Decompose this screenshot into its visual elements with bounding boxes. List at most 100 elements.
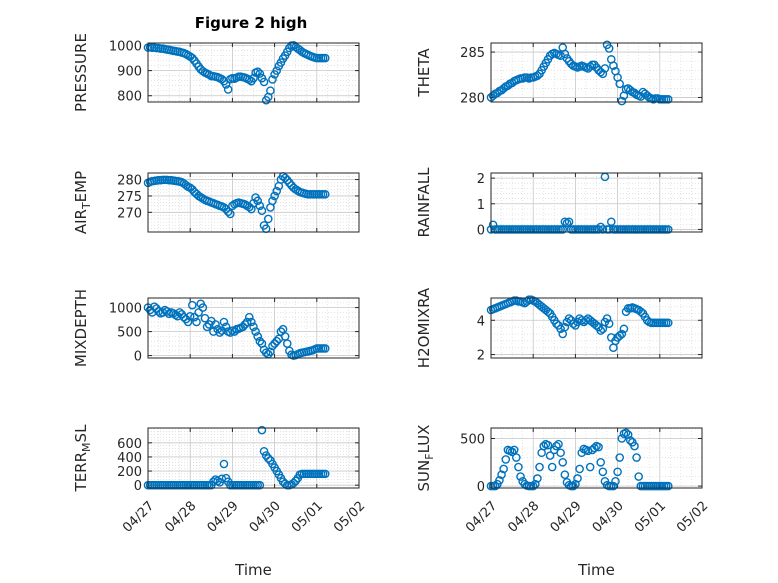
- panel-3-data-point: [181, 180, 191, 190]
- panel-5-data-point: [150, 302, 159, 311]
- panel-7-data-point: [320, 469, 330, 479]
- panel-2-data-point: [560, 49, 570, 59]
- panel-8-data-point: [554, 439, 563, 449]
- panel-1-data-point: [221, 80, 231, 89]
- panel-8-data-point: [556, 448, 565, 458]
- panel-3-y-tick-label: 270: [117, 206, 142, 221]
- panel-8-data-point: [663, 481, 673, 491]
- panel-3-data-point: [188, 185, 197, 194]
- panel-4-y-tick-label: 2: [477, 172, 485, 187]
- panel-2-data-point: [600, 64, 610, 73]
- panel-3-data-point: [268, 196, 277, 206]
- panel-8-data-point: [611, 477, 620, 486]
- panel-8-data-point: [615, 453, 625, 462]
- panel-5-data-point: [249, 322, 258, 332]
- panel-3-data-point: [255, 201, 265, 211]
- panel-8-data-point: [590, 443, 599, 453]
- panel-6-data-point: [543, 307, 553, 317]
- panel-8-data-point: [490, 481, 500, 491]
- panel-5-data-point: [253, 332, 263, 341]
- panel-6-data-point: [592, 321, 601, 330]
- panel-5-data-point: [194, 308, 203, 317]
- panel-4-data-point: [594, 225, 603, 234]
- panel-8-x-tick-label: 04/28: [505, 499, 542, 536]
- panel-7-data-point: [280, 479, 290, 489]
- panel-2-data-point: [636, 92, 646, 101]
- panel-5-y-axis-label: MIXDEPTH: [72, 289, 90, 367]
- panel-7-x-tick-label: 04/27: [120, 499, 157, 536]
- panel-5-axes-box: [147, 297, 360, 359]
- panel-5-data-point: [268, 341, 277, 351]
- panel-8-x-tick-label: 05/01: [632, 499, 669, 536]
- panel-5-data-point: [215, 328, 225, 337]
- panel-6-data-point: [604, 319, 614, 329]
- panel-3-data-point: [272, 186, 282, 196]
- panel-3-data-point: [280, 173, 290, 183]
- panel-8-x-axis-label: Time: [577, 561, 615, 579]
- panel-6-data-point: [663, 318, 673, 328]
- panel-8-data-point: [514, 462, 523, 472]
- panel-1-data-point: [217, 74, 227, 84]
- panel-8-x-tick-label: 05/02: [674, 499, 711, 536]
- panel-8-data-point: [516, 472, 525, 481]
- panel-4-data-point: [488, 220, 498, 230]
- panel-8-data-point: [594, 442, 603, 452]
- panel-1-data-point: [285, 43, 294, 53]
- panel-6-data-point: [615, 331, 625, 341]
- panel-2-y-axis-label: THETA: [415, 48, 433, 98]
- panel-8-data-point: [558, 457, 568, 467]
- panel-1-data-point: [198, 66, 208, 76]
- panel-1-data-point: [272, 66, 282, 75]
- panel-3-data-point: [320, 190, 330, 199]
- panel-8-data-point: [625, 436, 635, 445]
- panel-8-data-point: [596, 457, 606, 467]
- panel-4-data-point: [564, 217, 574, 227]
- panel-5-data-point: [242, 317, 252, 327]
- panel-2-data-point: [625, 85, 635, 95]
- panel-7-y-tick-label: 0: [134, 479, 142, 494]
- panel-2-y-tick-label: 285: [460, 46, 485, 61]
- panel-8-data-point: [634, 472, 644, 481]
- panel-4-y-tick-label: 0: [477, 223, 485, 238]
- panel-1-axes-box: [147, 42, 360, 103]
- panel-1-y-tick-label: 800: [117, 90, 142, 105]
- panel-3-y-axis-label: AIRTEMP: [72, 171, 93, 234]
- panel-8-data-point: [621, 428, 631, 438]
- panel-1-data-point: [320, 53, 330, 63]
- panel-7-y-tick-label: 400: [117, 451, 142, 466]
- panel-6-data-point: [636, 307, 646, 317]
- panel-2-data-point: [493, 88, 502, 98]
- panel-5-y-tick-label: 0: [134, 350, 142, 365]
- panel-5-data-point: [247, 317, 256, 327]
- panel-5-data-point: [211, 320, 220, 329]
- panel-1-data-point: [244, 75, 254, 84]
- panel-5-data-point: [202, 322, 212, 332]
- panel-8-data-point: [543, 440, 553, 450]
- panel-5-data-point: [219, 317, 229, 327]
- panel-1-data-point: [259, 77, 269, 87]
- panel-5-data-point: [272, 336, 282, 346]
- panel-3-data-point: [285, 178, 294, 188]
- panel-8-data-point: [573, 474, 582, 483]
- panel-7-axes-box: [147, 427, 360, 489]
- panel-8-data-point: [598, 467, 608, 477]
- panel-4-data-point: [663, 225, 673, 234]
- panel-2-data-point: [533, 71, 542, 80]
- panel-2-axes-box: [490, 42, 703, 103]
- panel-6-data-point: [560, 322, 570, 332]
- panel-8-data-point: [495, 476, 504, 485]
- panel-5-data-point: [190, 312, 199, 322]
- panel-7-x-axis-label: Time: [234, 561, 272, 579]
- panel-2-data-point: [663, 94, 673, 104]
- panel-7-data-point: [259, 446, 269, 456]
- panel-6-y-tick-label: 2: [477, 349, 485, 364]
- panel-6-data-point: [617, 329, 627, 339]
- panel-8-data-point: [613, 467, 622, 477]
- panel-5-data-point: [183, 317, 193, 327]
- panel-6-y-axis-label: H2OMIXRA: [415, 287, 433, 368]
- panel-1-data-point: [266, 86, 275, 96]
- panel-6-axes-box: [490, 297, 703, 359]
- panel-6-data-point: [602, 314, 612, 323]
- panel-7-x-tick-label: 05/01: [289, 499, 326, 536]
- panel-2-data-point: [488, 91, 498, 100]
